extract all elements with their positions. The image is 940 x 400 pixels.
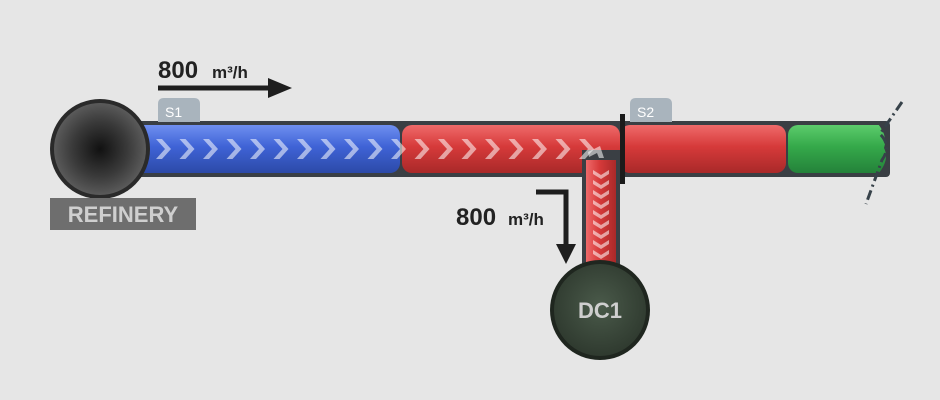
flow-chevron-icon: [593, 250, 609, 259]
main-flow-chevrons: [156, 139, 604, 159]
segment-green: [788, 125, 886, 173]
flow-chevron-icon: [593, 170, 609, 179]
flow-chevron-icon: [588, 146, 604, 158]
segment-red-1: [402, 125, 620, 173]
refinery-label-box: [50, 198, 196, 230]
flow-chevron-icon: [593, 180, 609, 189]
main-pipe: [100, 125, 886, 173]
flow-chevron-icon: [203, 139, 218, 159]
flow-chevron-icon: [593, 210, 609, 219]
sensor-s1-label: S1: [165, 104, 182, 120]
flow-chevron-icon: [461, 139, 477, 159]
flow-chevron-icon: [593, 190, 609, 199]
flow-chevron-icon: [438, 139, 453, 159]
flow-chevron-icon: [414, 139, 430, 159]
dc1-label: DC1: [578, 298, 622, 323]
flow-chevron-icon: [508, 139, 524, 159]
branch-flow-arrow-icon: [536, 189, 569, 248]
branch-flow-value: 800: [456, 204, 496, 231]
dc1-node[interactable]: DC1: [550, 260, 650, 360]
flow-chevron-icon: [226, 139, 242, 159]
sensor-s2-label: S2: [637, 104, 654, 120]
flow-chevron-icon: [532, 139, 547, 159]
segment-red-2: [620, 125, 786, 173]
flow-chevron-icon: [579, 139, 594, 159]
flow-chevron-icon: [593, 240, 609, 249]
flow-chevron-icon: [250, 139, 265, 159]
main-flow-unit: m³/h: [212, 63, 248, 82]
flow-chevron-icon: [593, 200, 609, 209]
main-flow-indicator: 800 m³/h: [158, 57, 292, 98]
flow-chevron-icon: [156, 139, 171, 159]
refinery-node[interactable]: REFINERY: [50, 99, 196, 230]
branch-flow-unit: m³/h: [508, 210, 544, 229]
sensor-s1[interactable]: S1: [158, 98, 200, 122]
branch-flow-indicator: 800 m³/h: [456, 189, 576, 264]
branch-flow-chevrons: [593, 170, 609, 259]
flow-chevron-icon: [593, 220, 609, 229]
flow-chevron-icon: [320, 139, 336, 159]
main-flow-arrowhead-icon: [268, 78, 292, 98]
flow-chevron-icon: [297, 139, 312, 159]
flow-chevron-icon: [273, 139, 289, 159]
flow-chevron-icon: [179, 139, 195, 159]
flow-chevron-icon: [391, 139, 406, 159]
flow-chevron-icon: [485, 139, 500, 159]
main-flow-value: 800: [158, 57, 198, 84]
flow-chevron-icon: [555, 139, 571, 159]
refinery-label: REFINERY: [68, 202, 179, 227]
flow-chevron-icon: [344, 139, 359, 159]
branch-flow-arrowhead-icon: [556, 244, 576, 264]
segment-blue: [100, 125, 400, 173]
sensor-s2[interactable]: S2: [630, 98, 672, 122]
flow-chevron-icon: [367, 139, 383, 159]
pipe-break-icon: [864, 101, 904, 205]
valve-marker: [620, 114, 625, 184]
flow-chevron-icon: [593, 230, 609, 239]
